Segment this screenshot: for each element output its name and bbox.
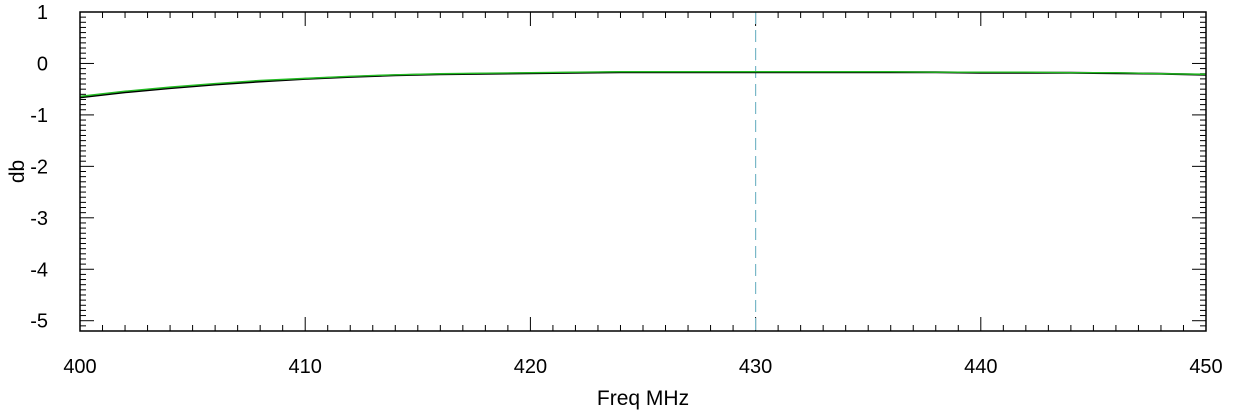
x-tick-label: 400 xyxy=(63,356,96,378)
x-tick-label: 450 xyxy=(1189,356,1222,378)
series-line-2 xyxy=(79,70,1207,98)
x-tick-label: 440 xyxy=(964,356,997,378)
x-tick-label: 410 xyxy=(289,356,322,378)
x-axis-label: Freq MHz xyxy=(597,387,689,410)
tick-labels: 400 410 420 430 440 450 -5 -4 -3 -2 -1 0 1 xyxy=(30,2,1222,378)
y-tick-label: -5 xyxy=(30,311,48,333)
plot-frame xyxy=(79,11,1207,332)
x-tick-label: 420 xyxy=(514,356,547,378)
y-tick-label: -1 xyxy=(30,105,48,127)
y-tick-label: -2 xyxy=(30,156,48,178)
plot-series xyxy=(79,12,1207,331)
y-tick-label: -3 xyxy=(30,208,48,230)
y-tick-label: 1 xyxy=(37,2,48,24)
y-tick-label: -4 xyxy=(30,259,48,281)
axis-ticks xyxy=(79,11,1207,332)
y-tick-label: 0 xyxy=(37,53,48,75)
y-axis-label: db xyxy=(6,160,29,183)
series-line-1 xyxy=(79,71,1207,99)
x-tick-label: 430 xyxy=(739,356,772,378)
